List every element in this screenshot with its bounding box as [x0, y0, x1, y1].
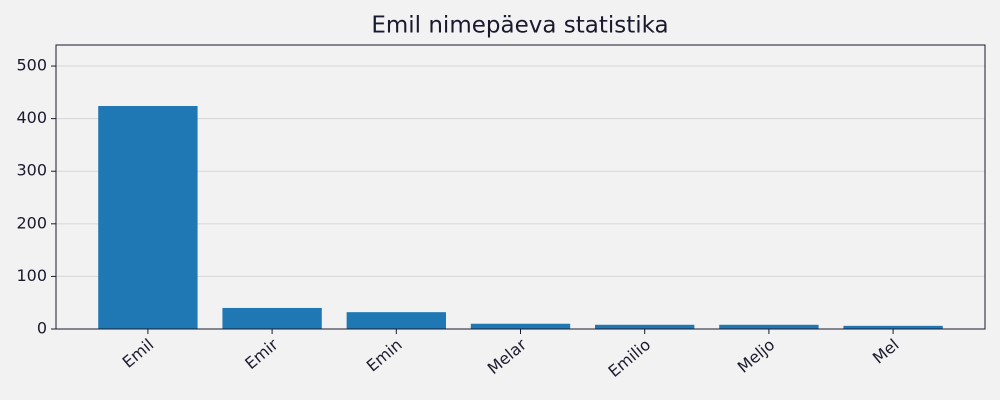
- bar: [346, 312, 446, 329]
- bar: [719, 324, 819, 329]
- y-tick-label: 400: [16, 108, 47, 127]
- bar: [843, 325, 943, 329]
- bar: [222, 307, 322, 329]
- y-tick-label: 100: [16, 266, 47, 285]
- y-tick-label: 0: [37, 319, 47, 338]
- chart-title: Emil nimepäeva statistika: [371, 13, 668, 39]
- bar: [595, 324, 695, 329]
- y-tick-label: 500: [16, 56, 47, 75]
- bar: [470, 323, 571, 329]
- y-tick-label: 200: [16, 213, 47, 232]
- y-tick-label: 300: [16, 161, 47, 180]
- plot-frame: [55, 44, 986, 330]
- bar: [98, 106, 198, 329]
